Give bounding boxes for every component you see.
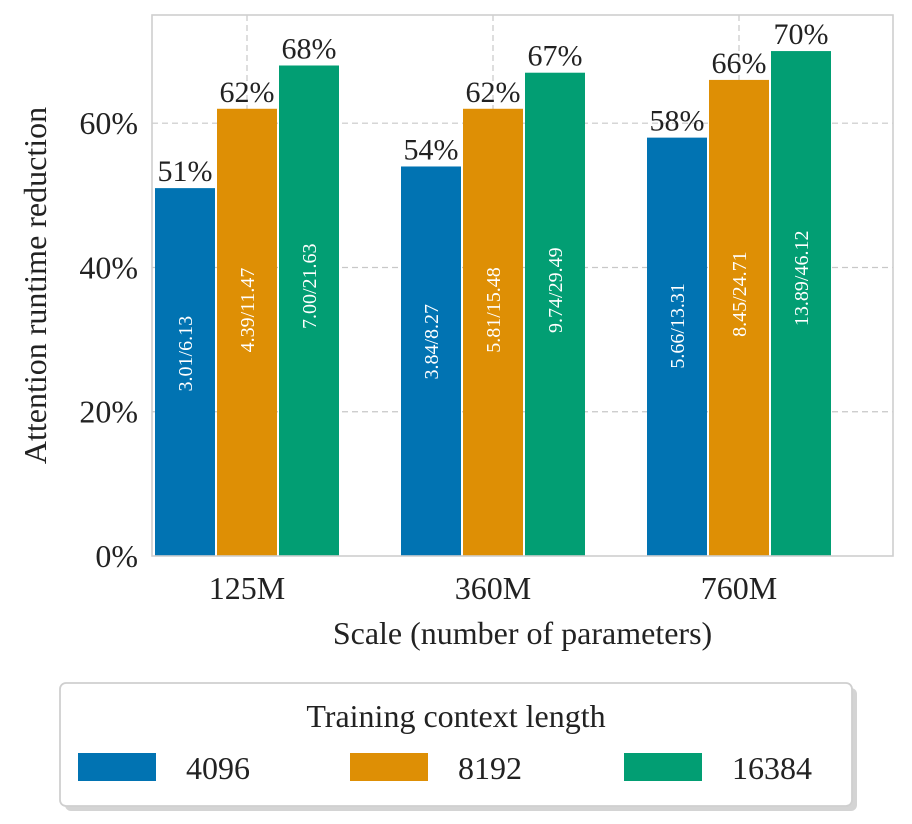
bar-value-label: 54% <box>404 133 459 166</box>
y-tick-label: 0% <box>95 538 138 574</box>
legend-swatch-16384 <box>624 753 702 781</box>
bar-8192-125M <box>217 108 277 557</box>
y-tick-label: 60% <box>79 105 138 141</box>
y-axis-ticks: 0% 20% 40% 60% <box>79 105 138 574</box>
y-tick-label: 40% <box>79 249 138 285</box>
plot-frame <box>151 14 894 557</box>
bar-value-label: 58% <box>650 105 705 138</box>
legend: Training context length 4096 8192 16384 <box>59 682 857 811</box>
legend-label: 8192 <box>458 750 522 786</box>
bar-value-label: 51% <box>158 155 213 188</box>
legend-swatch-4096 <box>78 753 156 781</box>
legend-title: Training context length <box>306 698 605 734</box>
bar-value-label: 62% <box>466 76 521 109</box>
bar-inner-label: 7.00/21.63 <box>299 243 321 329</box>
bar-inner-label: 4.39/11.47 <box>237 268 259 353</box>
y-axis-title: Attention runtime reduction <box>17 107 53 464</box>
bar-inner-label: 5.66/13.31 <box>667 283 689 369</box>
x-axis-ticks: 125M 360M 760M <box>209 570 777 606</box>
x-tick-label: 760M <box>701 570 777 606</box>
bar-value-label: 67% <box>528 40 583 73</box>
x-axis-title: Scale (number of parameters) <box>333 615 712 651</box>
bar-value-label: 62% <box>220 76 275 109</box>
bar-value-label: 70% <box>774 18 829 51</box>
bar-inner-label: 9.74/29.49 <box>545 247 567 333</box>
legend-label: 4096 <box>186 750 250 786</box>
bar-4096-760M <box>647 137 707 557</box>
bar-16384-360M <box>525 72 585 556</box>
bar-inner-label: 13.89/46.12 <box>791 231 813 327</box>
legend-swatch-8192 <box>350 753 428 781</box>
bar-16384-125M <box>279 65 339 556</box>
bar-value-label: 66% <box>712 47 767 80</box>
bar-4096-360M <box>401 166 461 557</box>
legend-label: 16384 <box>732 750 812 786</box>
bar-4096-125M <box>155 188 215 556</box>
bars: 51% 3.01/6.13 54% 3.84/8.27 58% 5.66/13.31 62%… <box>155 18 831 557</box>
bar-inner-label: 8.45/24.71 <box>729 251 751 337</box>
y-tick-label: 20% <box>79 394 138 430</box>
bar-inner-label: 5.81/15.48 <box>483 267 505 353</box>
bar-inner-label: 3.01/6.13 <box>175 316 197 392</box>
bar-8192-760M <box>709 79 769 557</box>
x-tick-label: 125M <box>209 570 285 606</box>
bar-inner-label: 3.84/8.27 <box>421 304 443 380</box>
bar-8192-360M <box>463 108 523 557</box>
bar-16384-760M <box>771 51 831 557</box>
bar-value-label: 68% <box>282 32 337 65</box>
x-tick-label: 360M <box>455 570 531 606</box>
